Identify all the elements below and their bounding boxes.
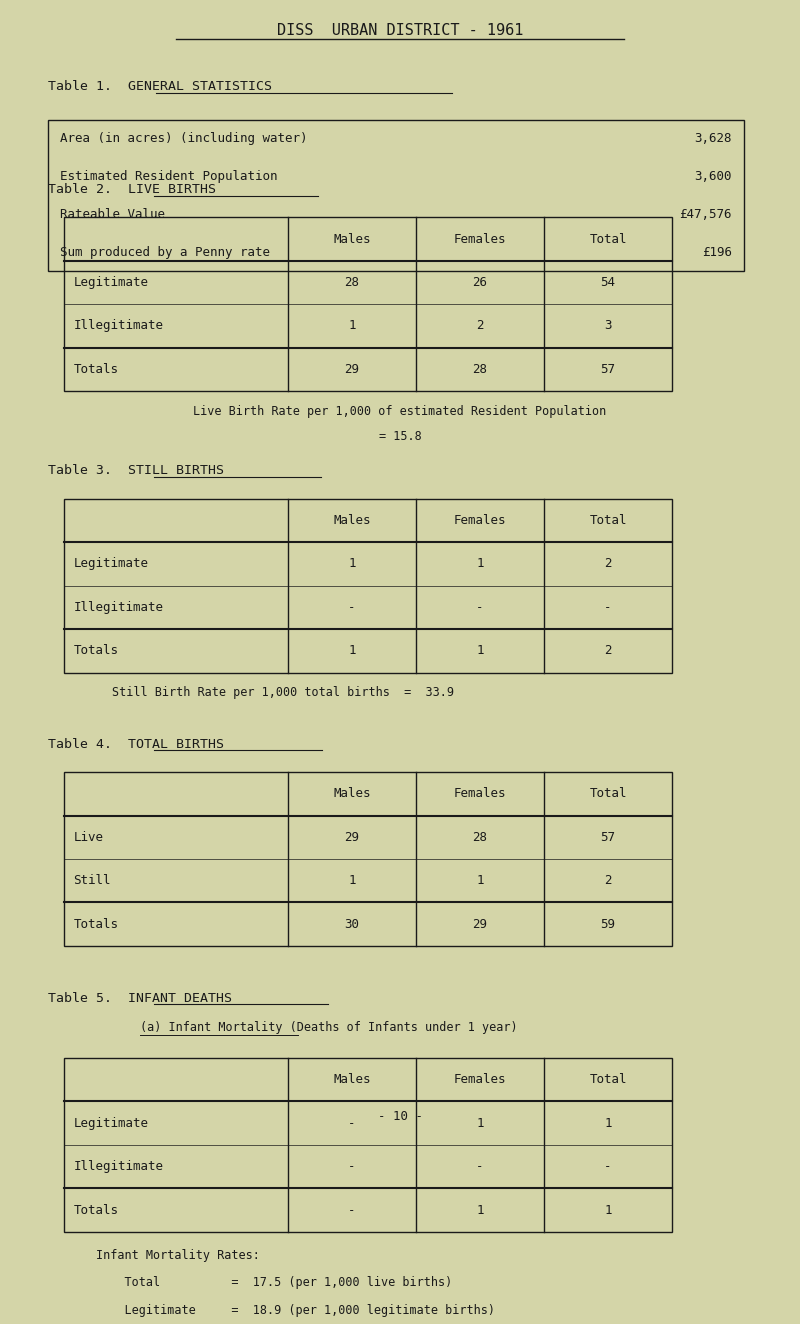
Text: Total: Total (590, 788, 626, 800)
Text: 28: 28 (345, 275, 359, 289)
Text: 2: 2 (476, 319, 484, 332)
Text: -: - (348, 1204, 356, 1217)
Bar (64, 772, 672, 945)
Bar (64, 499, 672, 673)
Text: 54: 54 (601, 275, 615, 289)
Text: Males: Males (334, 788, 370, 800)
Text: 3: 3 (604, 319, 612, 332)
Text: Table 1.  GENERAL STATISTICS: Table 1. GENERAL STATISTICS (48, 79, 272, 93)
Text: 1: 1 (604, 1204, 612, 1217)
Text: 29: 29 (345, 830, 359, 843)
Text: 1: 1 (604, 1116, 612, 1129)
Text: 1: 1 (476, 557, 484, 571)
Text: 3,628: 3,628 (694, 132, 732, 146)
Text: Table 3.  STILL BIRTHS: Table 3. STILL BIRTHS (48, 465, 224, 478)
Text: 1: 1 (476, 1116, 484, 1129)
Text: Live: Live (74, 830, 104, 843)
Text: 29: 29 (473, 918, 487, 931)
Text: 30: 30 (345, 918, 359, 931)
Text: 1: 1 (348, 874, 356, 887)
Bar (64, 217, 672, 391)
Text: -: - (476, 601, 484, 614)
Text: -: - (348, 1160, 356, 1173)
Text: 28: 28 (473, 363, 487, 376)
Text: Females: Females (454, 788, 506, 800)
Text: Total: Total (590, 233, 626, 245)
Text: Legitimate: Legitimate (74, 275, 149, 289)
Text: Females: Females (454, 514, 506, 527)
Text: Totals: Totals (74, 918, 118, 931)
Text: Area (in acres) (including water): Area (in acres) (including water) (60, 132, 307, 146)
Text: 59: 59 (601, 918, 615, 931)
Text: £47,576: £47,576 (679, 208, 732, 221)
Text: - 10 -: - 10 - (378, 1111, 422, 1123)
Text: 2: 2 (604, 874, 612, 887)
Text: 1: 1 (348, 557, 356, 571)
Text: Totals: Totals (74, 1204, 118, 1217)
Text: 1: 1 (348, 645, 356, 657)
Text: £196: £196 (702, 246, 732, 258)
Text: -: - (348, 601, 356, 614)
Text: 57: 57 (601, 830, 615, 843)
Text: Illegitimate: Illegitimate (74, 1160, 163, 1173)
Text: Legitimate: Legitimate (74, 557, 149, 571)
Text: Infant Mortality Rates:: Infant Mortality Rates: (96, 1249, 260, 1262)
Text: Table 5.  INFANT DEATHS: Table 5. INFANT DEATHS (48, 992, 232, 1005)
Text: -: - (604, 1160, 612, 1173)
Text: Table 4.  TOTAL BIRTHS: Table 4. TOTAL BIRTHS (48, 737, 224, 751)
Text: Totals: Totals (74, 363, 118, 376)
Text: Males: Males (334, 514, 370, 527)
Text: 57: 57 (601, 363, 615, 376)
Bar (48, 120, 744, 271)
Text: Females: Females (454, 233, 506, 245)
Text: 28: 28 (473, 830, 487, 843)
Text: Legitimate: Legitimate (74, 1116, 149, 1129)
Text: Males: Males (334, 233, 370, 245)
Text: -: - (348, 1116, 356, 1129)
Text: Legitimate     =  18.9 (per 1,000 legitimate births): Legitimate = 18.9 (per 1,000 legitimate … (96, 1304, 495, 1317)
Text: Total          =  17.5 (per 1,000 live births): Total = 17.5 (per 1,000 live births) (96, 1276, 452, 1290)
Text: 2: 2 (604, 557, 612, 571)
Text: 29: 29 (345, 363, 359, 376)
Text: Illegitimate: Illegitimate (74, 319, 163, 332)
Text: Table 2.  LIVE BIRTHS: Table 2. LIVE BIRTHS (48, 183, 216, 196)
Text: Illegitimate: Illegitimate (74, 601, 163, 614)
Text: 1: 1 (476, 645, 484, 657)
Text: Females: Females (454, 1074, 506, 1086)
Text: -: - (476, 1160, 484, 1173)
Text: 26: 26 (473, 275, 487, 289)
Text: Sum produced by a Penny rate: Sum produced by a Penny rate (60, 246, 270, 258)
Text: Total: Total (590, 1074, 626, 1086)
Text: Still Birth Rate per 1,000 total births  =  33.9: Still Birth Rate per 1,000 total births … (112, 686, 454, 699)
Text: Live Birth Rate per 1,000 of estimated Resident Population: Live Birth Rate per 1,000 of estimated R… (194, 405, 606, 418)
Text: Total: Total (590, 514, 626, 527)
Text: 1: 1 (476, 874, 484, 887)
Text: -: - (604, 601, 612, 614)
Text: 3,600: 3,600 (694, 171, 732, 183)
Bar (64, 1058, 672, 1231)
Text: Rateable Value: Rateable Value (60, 208, 165, 221)
Text: (a) Infant Mortality (Deaths of Infants under 1 year): (a) Infant Mortality (Deaths of Infants … (140, 1021, 518, 1034)
Text: Males: Males (334, 1074, 370, 1086)
Text: = 15.8: = 15.8 (378, 430, 422, 444)
Text: DISS  URBAN DISTRICT - 1961: DISS URBAN DISTRICT - 1961 (277, 23, 523, 38)
Text: 1: 1 (476, 1204, 484, 1217)
Text: Estimated Resident Population: Estimated Resident Population (60, 171, 278, 183)
Text: 2: 2 (604, 645, 612, 657)
Text: 1: 1 (348, 319, 356, 332)
Text: Still: Still (74, 874, 111, 887)
Text: Totals: Totals (74, 645, 118, 657)
